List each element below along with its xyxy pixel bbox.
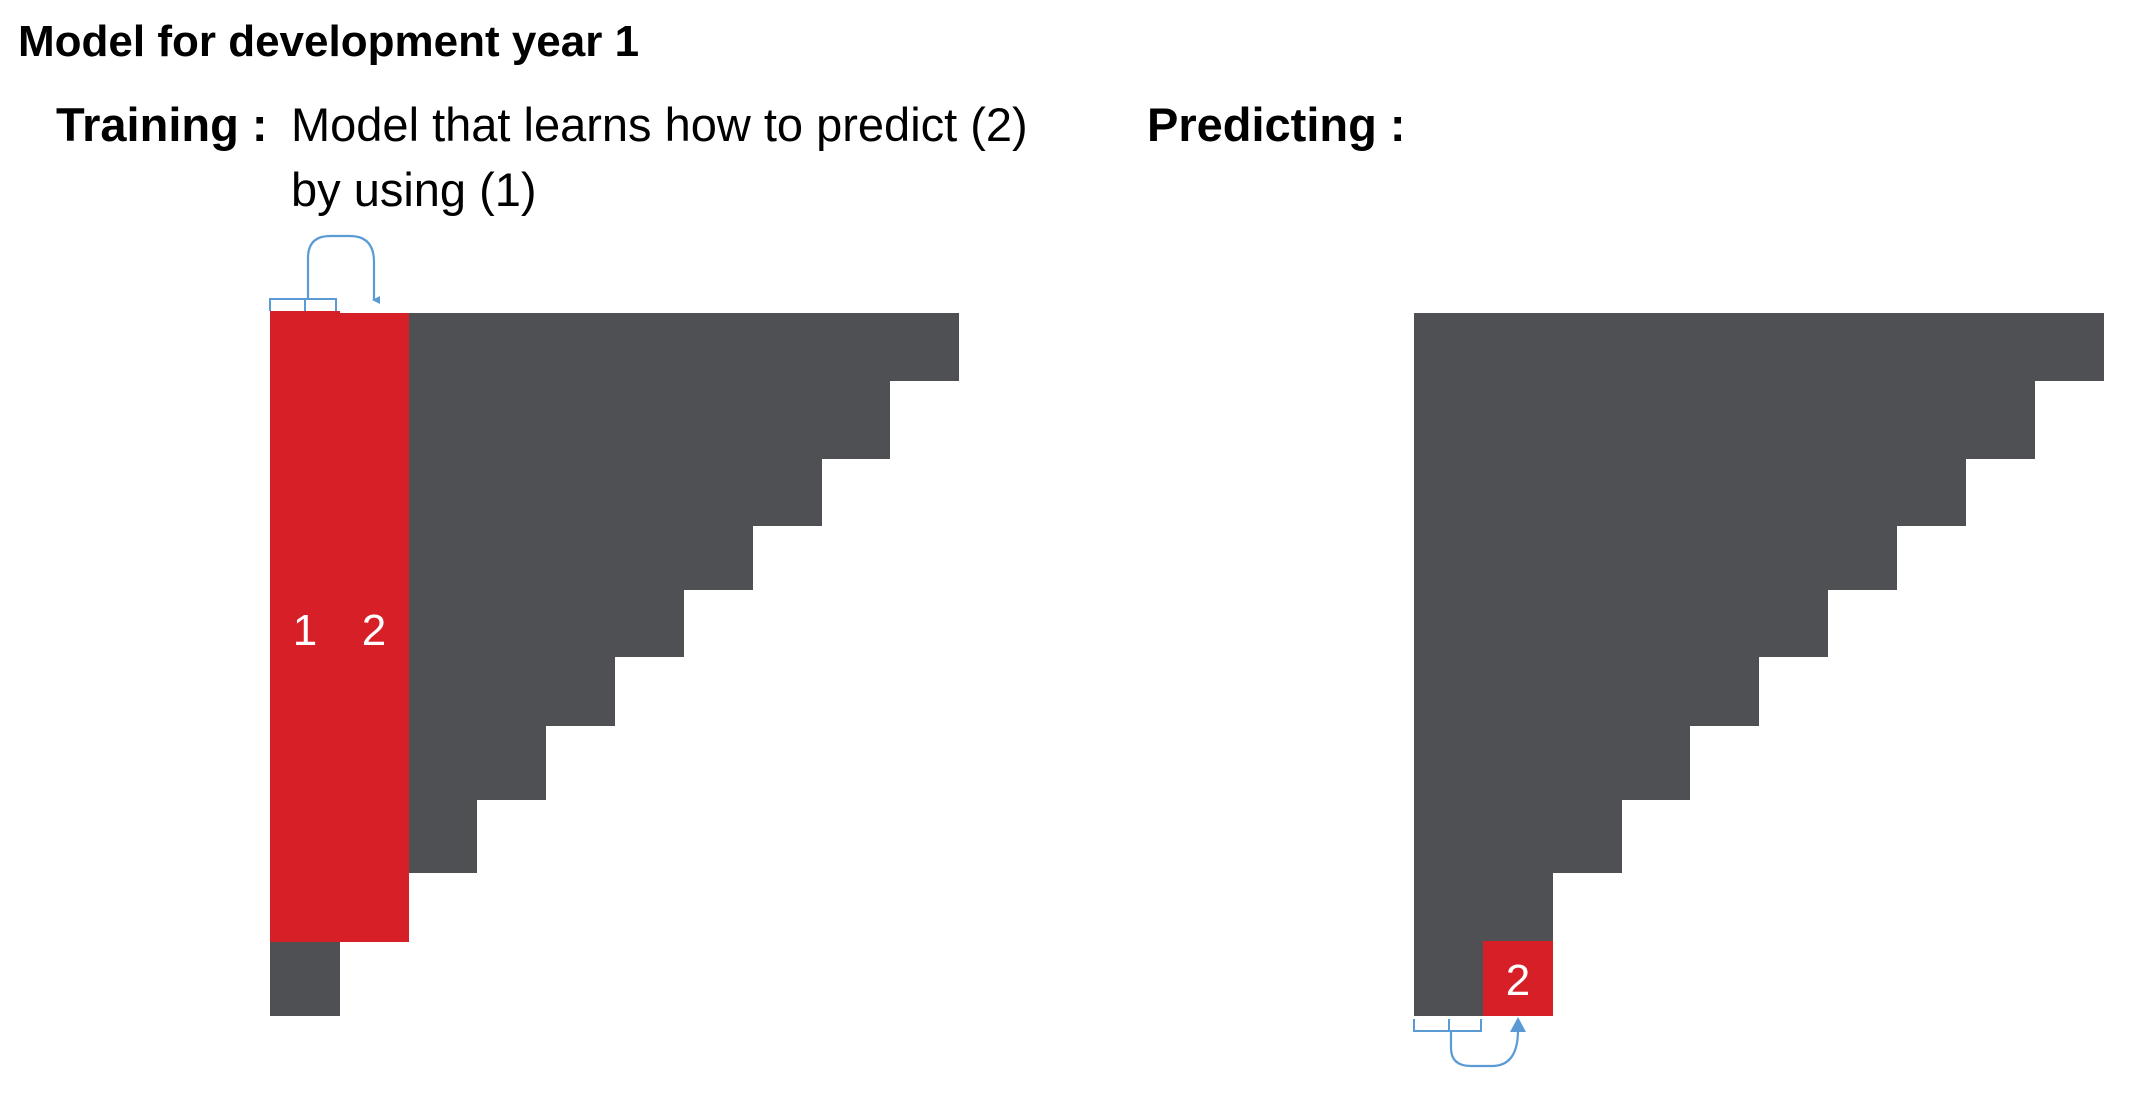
training-description-line-1: Model that learns how to predict (2) [291, 98, 1028, 151]
predicting-diagram: 2 [1413, 313, 2104, 1068]
training-arrow [306, 234, 380, 304]
predicting-arrowhead [1510, 1017, 1526, 1032]
training-triangle [270, 313, 959, 1016]
page-title: Model for development year 1 [18, 17, 640, 66]
training-bracket [269, 298, 337, 311]
training-label: Training : [56, 98, 268, 151]
predicting-bracket [1413, 1019, 1482, 1032]
predicting-triangle [1414, 313, 2104, 1016]
training-column-1 [270, 311, 340, 942]
predicting-target-cell-label: 2 [1506, 956, 1530, 1005]
training-diagram: 1 2 [269, 234, 959, 1016]
training-column-2-label: 2 [362, 606, 386, 655]
predicting-arrow [1449, 1029, 1520, 1068]
training-column-1-label: 1 [293, 606, 317, 655]
predicting-target-cell [1483, 941, 1553, 1016]
training-column-2 [340, 313, 409, 942]
predicting-label: Predicting : [1147, 98, 1406, 151]
training-description-line-2: by using (1) [291, 163, 537, 216]
